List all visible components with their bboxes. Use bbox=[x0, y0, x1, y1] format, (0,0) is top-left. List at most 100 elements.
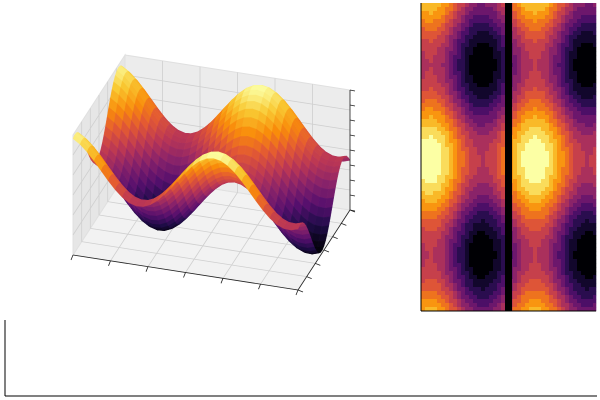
contour-cell bbox=[425, 119, 430, 124]
contour-cell bbox=[425, 67, 430, 72]
contour-cell bbox=[513, 251, 518, 256]
contour-cell bbox=[457, 223, 462, 228]
contour-cell bbox=[537, 43, 542, 48]
contour-cell bbox=[469, 131, 474, 136]
contour-cell bbox=[425, 207, 430, 212]
contour-cell bbox=[473, 131, 478, 136]
contour-cell bbox=[589, 35, 594, 40]
contour-cell bbox=[529, 43, 534, 48]
contour-cell bbox=[517, 115, 522, 120]
contour-cell bbox=[565, 39, 570, 44]
contour-cell bbox=[553, 91, 558, 96]
contour-cell bbox=[469, 19, 474, 24]
contour-cell bbox=[497, 71, 502, 76]
contour-cell bbox=[577, 243, 582, 248]
contour-cell bbox=[421, 135, 426, 140]
contour-cell bbox=[525, 227, 530, 232]
contour-cell bbox=[513, 255, 518, 260]
contour-cell bbox=[577, 191, 582, 196]
tick-mark bbox=[349, 194, 356, 197]
contour-cell bbox=[545, 11, 550, 16]
contour-cell bbox=[577, 235, 582, 240]
contour-cell bbox=[497, 259, 502, 264]
contour-cell bbox=[525, 207, 530, 212]
contour-cell bbox=[441, 219, 446, 224]
contour-cell bbox=[473, 199, 478, 204]
contour-cell bbox=[577, 11, 582, 16]
contour-cell bbox=[493, 307, 498, 312]
contour-cell bbox=[489, 207, 494, 212]
contour-cell bbox=[425, 127, 430, 132]
contour-cell bbox=[541, 11, 546, 16]
contour-cell bbox=[453, 147, 458, 152]
contour-cell bbox=[533, 287, 538, 292]
contour-cell bbox=[485, 227, 490, 232]
contour-cell bbox=[457, 11, 462, 16]
contour-cell bbox=[589, 255, 594, 260]
contour-cell bbox=[473, 59, 478, 64]
contour-cell bbox=[581, 243, 586, 248]
contour-cell bbox=[429, 251, 434, 256]
contour-cell bbox=[573, 207, 578, 212]
contour-cell bbox=[469, 175, 474, 180]
contour-cell bbox=[481, 175, 486, 180]
contour-cell bbox=[461, 59, 466, 64]
contour-cell bbox=[589, 191, 594, 196]
contour-cell bbox=[585, 83, 590, 88]
contour-cell bbox=[573, 7, 578, 12]
contour-cell bbox=[493, 87, 498, 92]
contour-cell bbox=[565, 271, 570, 276]
contour-cell bbox=[541, 95, 546, 100]
contour-cell bbox=[573, 43, 578, 48]
contour-cell bbox=[493, 71, 498, 76]
contour-cell bbox=[529, 191, 534, 196]
contour-cell bbox=[421, 23, 426, 28]
contour-cell bbox=[545, 103, 550, 108]
contour-cell bbox=[585, 111, 590, 116]
contour-cell bbox=[545, 35, 550, 40]
contour-cell bbox=[445, 27, 450, 32]
contour-cell bbox=[437, 3, 442, 8]
contour-cell bbox=[485, 115, 490, 120]
contour-cell bbox=[573, 67, 578, 72]
contour-cell bbox=[561, 55, 566, 60]
contour-cell bbox=[433, 279, 438, 284]
contour-cell bbox=[433, 247, 438, 252]
contour-cell bbox=[477, 215, 482, 220]
contour-cell bbox=[589, 31, 594, 36]
contour-cell bbox=[553, 3, 558, 8]
contour-cell bbox=[529, 71, 534, 76]
contour-cell bbox=[445, 59, 450, 64]
contour-cell bbox=[473, 127, 478, 132]
contour-cell bbox=[513, 283, 518, 288]
contour-cell bbox=[533, 291, 538, 296]
contour-cell bbox=[481, 275, 486, 280]
contour-cell bbox=[529, 267, 534, 272]
contour-cell bbox=[513, 159, 518, 164]
contour-cell bbox=[481, 115, 486, 120]
contour-cell bbox=[465, 291, 470, 296]
contour-cell bbox=[565, 303, 570, 308]
contour-cell bbox=[513, 147, 518, 152]
contour-cell bbox=[465, 15, 470, 20]
contour-cell bbox=[585, 39, 590, 44]
contour-cell bbox=[441, 235, 446, 240]
contour-cell bbox=[473, 143, 478, 148]
contour-cell bbox=[453, 11, 458, 16]
contour-cell bbox=[581, 111, 586, 116]
contour-cell bbox=[497, 279, 502, 284]
contour-cell bbox=[517, 79, 522, 84]
contour-cell bbox=[489, 23, 494, 28]
contour-cell bbox=[441, 187, 446, 192]
tick-mark bbox=[145, 266, 149, 272]
contour-cell bbox=[441, 123, 446, 128]
contour-cell bbox=[569, 263, 574, 268]
contour-cell bbox=[537, 39, 542, 44]
contour-cell bbox=[565, 307, 570, 312]
contour-cell bbox=[521, 59, 526, 64]
contour-cell bbox=[441, 267, 446, 272]
contour-cell bbox=[449, 7, 454, 12]
contour-cell bbox=[469, 251, 474, 256]
contour-cell bbox=[497, 67, 502, 72]
contour-cell bbox=[453, 31, 458, 36]
